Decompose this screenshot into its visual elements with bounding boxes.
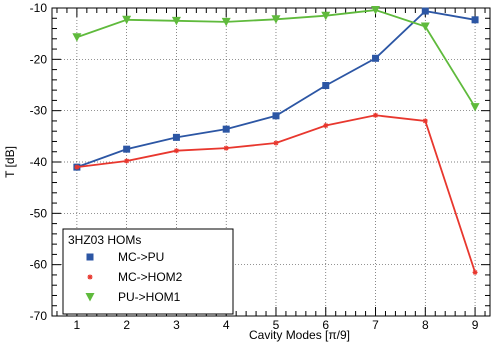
- x-tick-label: 9: [472, 318, 479, 332]
- data-point-pu-hom1: [171, 16, 181, 26]
- data-point-mc-hom2: [472, 269, 478, 275]
- data-point-mc-pu: [372, 54, 380, 62]
- y-tick-label: -10: [30, 1, 48, 15]
- data-point-mc-hom2: [273, 140, 279, 146]
- legend-title: 3HZ03 HOMs: [68, 233, 141, 247]
- data-point-mc-pu: [471, 16, 479, 24]
- legend-entry-mc-pu: MC->PU: [86, 250, 164, 264]
- data-point-mc-hom2: [173, 148, 179, 154]
- axis-ticks: -10 -20 -30 -40 -50 -60 -70 1 2 3 4 5 6 7 8 9: [30, 1, 490, 332]
- legend-marker-mc-hom2: [87, 274, 93, 280]
- x-tick-label: 2: [123, 318, 130, 332]
- legend-label-mc-pu: MC->PU: [118, 250, 164, 264]
- series-pu-hom1: [72, 6, 480, 112]
- data-point-pu-hom1: [321, 11, 331, 21]
- legend-entries: MC->PU MC->HOM2 PU->HOM1: [85, 250, 183, 304]
- data-point-mc-hom2: [323, 123, 329, 129]
- legend-entry-pu-hom1: PU->HOM1: [85, 290, 181, 304]
- y-tick-label: -70: [30, 309, 48, 323]
- x-tick-label: 4: [223, 318, 230, 332]
- y-tick-label: -50: [30, 206, 48, 220]
- data-point-mc-pu: [272, 112, 280, 120]
- y-axis-title: T [dB]: [3, 146, 17, 178]
- x-tick-label: 7: [372, 318, 379, 332]
- data-point-mc-pu: [123, 145, 131, 153]
- data-point-mc-pu: [172, 133, 180, 141]
- y-tick-label: -60: [30, 258, 48, 272]
- legend-label-pu-hom1: PU->HOM1: [118, 290, 181, 304]
- data-point-pu-hom1: [72, 33, 82, 42]
- data-point-pu-hom1: [122, 15, 132, 25]
- legend-marker-mc-pu: [86, 253, 94, 261]
- legend-entry-mc-hom2: MC->HOM2: [87, 270, 183, 284]
- y-tick-label: -40: [30, 155, 48, 169]
- series-mc-hom2: [74, 112, 478, 275]
- data-point-mc-pu: [222, 125, 230, 133]
- x-tick-label: 1: [74, 318, 81, 332]
- data-point-mc-hom2: [373, 112, 379, 118]
- x-tick-label: 6: [322, 318, 329, 332]
- data-point-mc-hom2: [223, 145, 229, 151]
- legend-marker-pu-hom1: [85, 293, 95, 302]
- data-point-pu-hom1: [420, 22, 430, 31]
- data-point-pu-hom1: [271, 15, 281, 24]
- x-tick-label: 5: [273, 318, 280, 332]
- data-point-mc-hom2: [124, 158, 130, 164]
- series-mc-pu: [73, 7, 479, 171]
- x-axis-title: Cavity Modes [π/9]: [249, 328, 350, 342]
- x-tick-label: 8: [422, 318, 429, 332]
- legend: 3HZ03 HOMs MC->PU MC->HOM2 PU->HOM1: [62, 228, 234, 315]
- legend-label-mc-hom2: MC->HOM2: [118, 270, 183, 284]
- data-point-mc-hom2: [422, 118, 428, 124]
- data-point-pu-hom1: [470, 103, 480, 112]
- x-tick-label: 3: [173, 318, 180, 332]
- data-point-pu-hom1: [371, 6, 381, 15]
- data-point-mc-pu: [322, 82, 330, 90]
- y-tick-label: -20: [30, 52, 48, 66]
- data-point-mc-pu: [421, 7, 429, 15]
- data-point-mc-hom2: [74, 164, 80, 170]
- data-point-pu-hom1: [221, 17, 231, 27]
- series-layer: [72, 6, 480, 275]
- y-tick-label: -30: [30, 104, 48, 118]
- legend-box: [62, 228, 234, 315]
